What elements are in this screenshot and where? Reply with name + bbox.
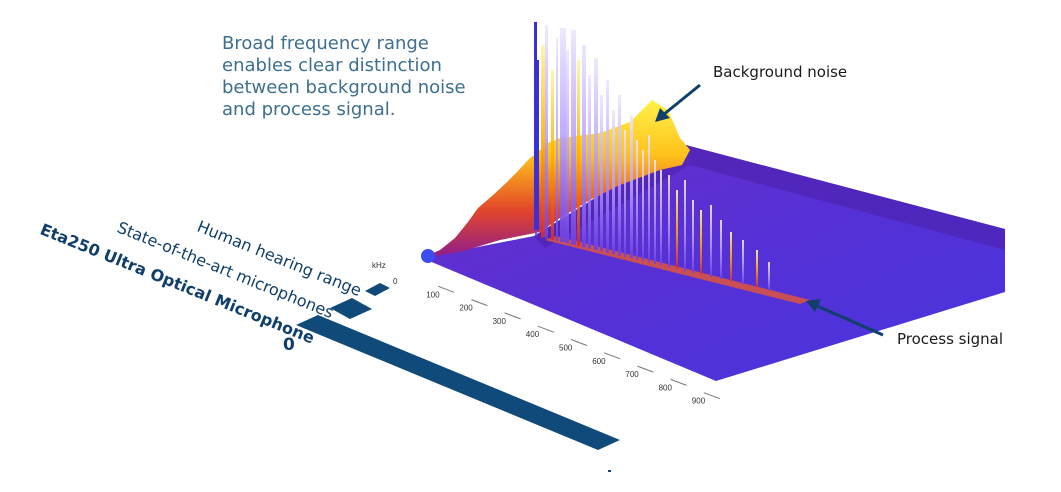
axis-tick-label: 500 bbox=[559, 344, 573, 353]
headline-line-1: Broad frequency range bbox=[222, 33, 429, 54]
spectrum-spike bbox=[720, 220, 722, 280]
spectrum-spike bbox=[630, 115, 633, 259]
background-noise-label: Background noise bbox=[713, 63, 848, 81]
spectrum-spike bbox=[756, 250, 758, 288]
background-noise-arrow bbox=[655, 83, 701, 122]
spectrum-spike bbox=[618, 95, 621, 256]
process-signal-label: Process signal bbox=[897, 330, 1004, 348]
headline-line-3: between background noise bbox=[222, 77, 466, 98]
spectrum-spike bbox=[612, 110, 615, 255]
signal-origin-dot bbox=[421, 249, 435, 263]
spectrum-spike bbox=[642, 150, 644, 262]
spectrum-spike bbox=[545, 25, 548, 239]
axis-tick-line bbox=[537, 325, 554, 333]
axis-tick-label: 700 bbox=[625, 370, 639, 379]
spectrum-spike bbox=[600, 95, 603, 252]
frequency-axis: kHz 0 100 200 300 400 500 600 700 800 900 bbox=[372, 261, 720, 406]
bar-state-of-the-art bbox=[330, 298, 372, 319]
spectrum-spike bbox=[660, 170, 662, 266]
spectrum-spike bbox=[676, 190, 678, 269]
spectrum-spike bbox=[541, 45, 545, 238]
axis-tick-line bbox=[604, 352, 621, 360]
axis-tick-line bbox=[637, 365, 654, 373]
spectrum-spike bbox=[582, 45, 586, 248]
process-signal-arrow bbox=[806, 299, 884, 337]
spectrum-spike bbox=[606, 80, 609, 253]
axis-tick-line bbox=[504, 312, 521, 320]
bar-eta250 bbox=[296, 315, 620, 450]
headline-line-4: and process signal. bbox=[222, 99, 396, 120]
spectrum-spike bbox=[692, 200, 694, 273]
spectrum-spike bbox=[710, 205, 712, 277]
spectrum-spike bbox=[648, 135, 650, 263]
axis-tick-label: 100 bbox=[426, 290, 440, 299]
axis-tick-label: 0 bbox=[393, 277, 398, 286]
spectrum-spike bbox=[700, 210, 702, 275]
spectrum-spike bbox=[668, 175, 670, 268]
axis-tick-line bbox=[670, 378, 687, 386]
spectrum-spike bbox=[551, 70, 554, 240]
headline: Broad frequency range enables clear dist… bbox=[222, 33, 482, 121]
axis-tick-label: 200 bbox=[459, 304, 473, 313]
axis-tick-label: 900 bbox=[692, 397, 706, 406]
axis-tick-line bbox=[570, 339, 588, 346]
spectrum-spike bbox=[556, 38, 558, 242]
spectrum-spike-edge bbox=[534, 22, 537, 230]
process-signal-line bbox=[545, 236, 810, 304]
axis-tick-line bbox=[703, 392, 720, 400]
spectrum-spike bbox=[560, 28, 566, 243]
axis-tick-label: 600 bbox=[592, 357, 606, 366]
axis-tick-label: 400 bbox=[526, 330, 540, 339]
spectrum-spike bbox=[742, 240, 744, 285]
spectrum-spike bbox=[636, 140, 638, 260]
spectrum-spike bbox=[654, 160, 656, 264]
spectrum-spike bbox=[768, 262, 770, 291]
bar-human-hearing bbox=[365, 283, 390, 296]
zero-label: 0 bbox=[283, 335, 295, 355]
axis-tick-line bbox=[471, 299, 488, 307]
spectrum-spike bbox=[577, 60, 580, 246]
axis-tick-line bbox=[438, 285, 455, 293]
spectrum-spikes bbox=[534, 20, 770, 291]
small-mark bbox=[608, 470, 611, 472]
axis-tick-label: 800 bbox=[659, 383, 673, 392]
spectrum-spike-edge bbox=[537, 60, 539, 230]
spectrum-spike bbox=[730, 232, 732, 282]
spectrum-spike bbox=[566, 50, 569, 244]
spectrum-spike bbox=[571, 30, 576, 245]
spectrum-spike bbox=[624, 130, 626, 257]
headline-line-2: enables clear distinction bbox=[222, 55, 442, 76]
spectrum-spike bbox=[588, 75, 591, 249]
axis-unit-label: kHz bbox=[372, 261, 386, 270]
spectrum-spike bbox=[684, 180, 686, 271]
axis-tick-label: 300 bbox=[493, 317, 507, 326]
spectrum-spike bbox=[594, 58, 598, 250]
